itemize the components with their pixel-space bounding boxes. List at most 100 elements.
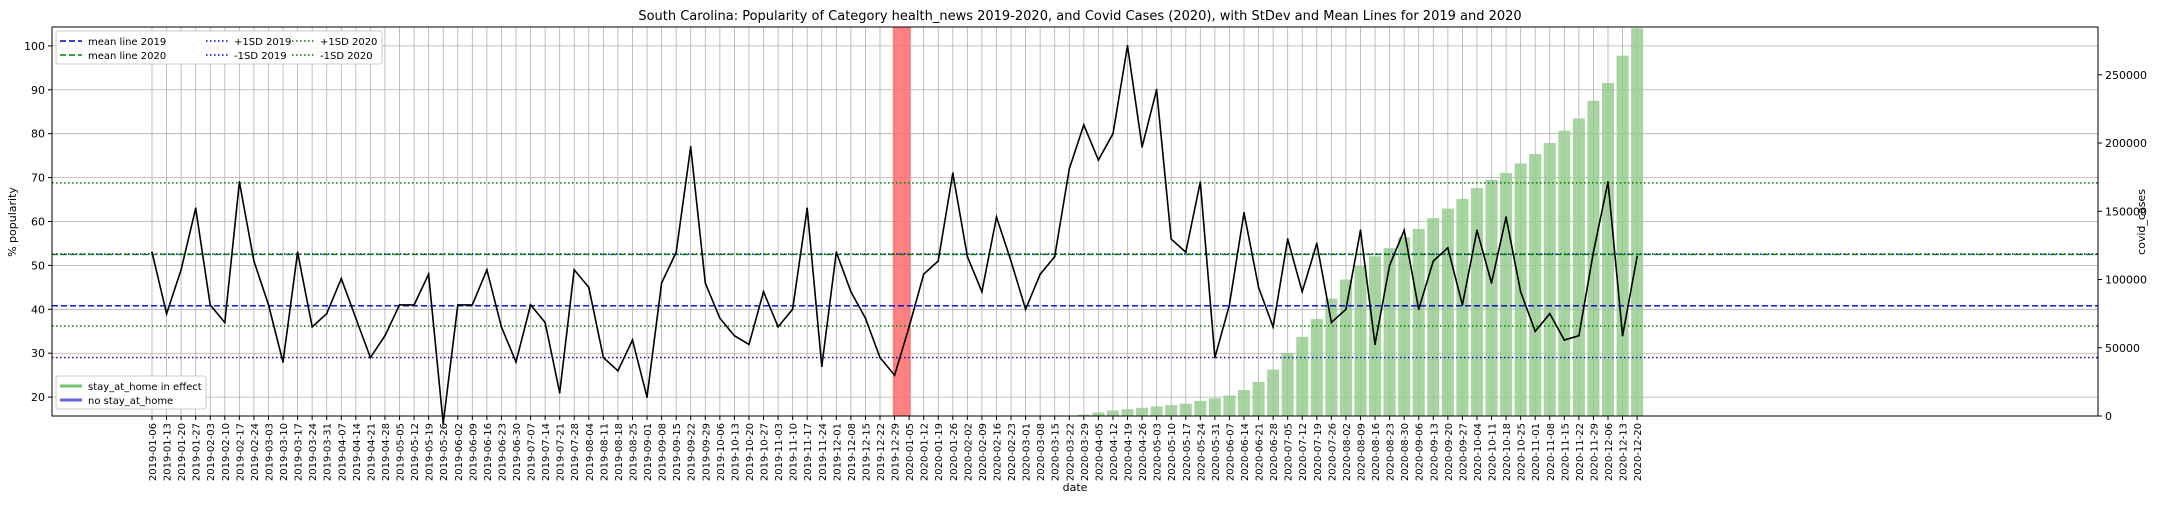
- popularity-point: [1243, 211, 1245, 214]
- popularity-point: [194, 207, 197, 210]
- x-axis-label: date: [1063, 481, 1088, 494]
- popularity-point: [1199, 181, 1202, 183]
- popularity-point: [398, 304, 401, 306]
- popularity-point: [1505, 216, 1507, 219]
- covid-bar: [1092, 412, 1105, 416]
- popularity-point: [471, 304, 474, 306]
- popularity-point: [1548, 312, 1551, 315]
- y2-axis-label: covid_cases: [2135, 189, 2148, 255]
- x-tick-label: 2020-11-01: [1531, 423, 1542, 481]
- popularity-point: [354, 317, 357, 319]
- covid-bar: [1529, 153, 1542, 417]
- popularity-point: [1359, 229, 1362, 232]
- popularity-point: [922, 273, 925, 276]
- popularity-point: [1636, 255, 1639, 258]
- y-axis-label: % popularity: [6, 187, 19, 257]
- x-tick-label: 2019-07-14: [541, 423, 552, 481]
- popularity-point: [209, 304, 212, 306]
- x-tick-label: 2019-05-05: [396, 423, 407, 481]
- x-tick-label: 2020-06-28: [1269, 423, 1280, 481]
- popularity-point: [1257, 286, 1260, 289]
- x-tick-label: 2019-07-28: [570, 423, 581, 481]
- popularity-point: [456, 304, 459, 306]
- y2-tick-label: 250000: [2105, 69, 2147, 82]
- popularity-point: [835, 251, 838, 254]
- x-tick-label: 2020-08-09: [1356, 423, 1367, 481]
- x-tick-label: 2019-11-17: [803, 423, 814, 481]
- x-tick-label: 2020-08-23: [1386, 423, 1397, 481]
- chart-title: South Carolina: Popularity of Category h…: [638, 9, 1521, 24]
- y-tick-label: 60: [31, 216, 45, 229]
- x-tick-label: 2019-03-24: [308, 423, 319, 481]
- x-tick-label: 2020-11-29: [1589, 423, 1600, 481]
- popularity-point: [311, 325, 314, 328]
- x-tick-label: 2019-06-09: [468, 423, 479, 481]
- x-tick-label: 2019-12-08: [847, 423, 858, 481]
- x-tick-label: 2019-11-24: [818, 423, 829, 481]
- x-tick-label: 2020-02-09: [978, 423, 989, 481]
- popularity-point: [1577, 334, 1580, 337]
- x-tick-label: 2019-02-24: [250, 423, 261, 481]
- y-tick-label: 100: [24, 40, 45, 53]
- popularity-point: [238, 181, 241, 183]
- x-tick-label: 2019-09-08: [658, 423, 669, 481]
- x-tick-label: 2019-01-20: [177, 423, 188, 481]
- popularity-point: [282, 361, 284, 363]
- popularity-point: [1345, 308, 1347, 311]
- popularity-point: [1519, 290, 1522, 293]
- legend-top-label: mean line 2019: [88, 37, 166, 48]
- x-tick-label: 2020-03-08: [1036, 423, 1047, 481]
- x-tick-label: 2019-04-07: [337, 423, 348, 481]
- x-tick-label: 2019-09-01: [643, 423, 654, 481]
- x-tick-label: 2020-08-16: [1371, 423, 1382, 481]
- popularity-point: [748, 343, 750, 346]
- legend-bottom-box: [55, 375, 207, 410]
- covid-bar: [1223, 395, 1236, 416]
- popularity-point: [267, 304, 270, 306]
- x-tick-label: 2019-03-31: [323, 423, 334, 481]
- popularity-point: [573, 268, 576, 271]
- x-tick-label: 2019-06-23: [497, 423, 508, 481]
- popularity-point: [1039, 273, 1042, 276]
- x-tick-label: 2020-01-26: [949, 423, 960, 481]
- covid-bar: [1543, 143, 1556, 416]
- x-tick-label: 2019-10-13: [730, 423, 741, 481]
- x-tick-label: 2020-10-25: [1517, 423, 1528, 481]
- x-tick-label: 2020-06-21: [1255, 423, 1266, 481]
- popularity-point: [791, 308, 794, 311]
- legend-bottom-label: no stay_at_home: [88, 396, 173, 407]
- x-tick-label: 2019-06-02: [454, 423, 465, 481]
- covid-bar: [1339, 279, 1352, 416]
- covid-bar: [1281, 353, 1294, 416]
- popularity-point: [617, 369, 619, 372]
- popularity-point: [1461, 304, 1464, 306]
- popularity-point: [253, 260, 255, 262]
- x-tick-label: 2020-10-11: [1488, 423, 1499, 481]
- x-tick-label: 2019-11-03: [774, 423, 785, 481]
- x-tick-label: 2020-04-12: [1109, 423, 1120, 481]
- covid-bar: [1369, 256, 1382, 416]
- popularity-point: [1184, 251, 1187, 254]
- x-tick-label: 2019-09-29: [701, 423, 712, 481]
- x-tick-label: 2020-01-12: [920, 423, 931, 481]
- popularity-point: [1621, 334, 1624, 337]
- x-tick-label: 2019-02-03: [206, 423, 217, 481]
- popularity-point: [1112, 132, 1114, 135]
- covid-bar: [1383, 248, 1396, 416]
- x-tick-label: 2020-06-07: [1225, 423, 1236, 481]
- highlight-band: [892, 27, 911, 416]
- popularity-point: [704, 282, 707, 284]
- covid-bar: [1631, 28, 1644, 417]
- popularity-point: [384, 334, 386, 337]
- x-tick-label: 2019-10-20: [745, 423, 756, 481]
- x-tick-label: 2019-08-25: [628, 423, 639, 481]
- x-tick-label: 2020-12-06: [1604, 423, 1615, 481]
- x-tick-label: 2020-03-15: [1051, 423, 1062, 481]
- popularity-point: [369, 356, 372, 359]
- popularity-point: [893, 374, 896, 377]
- covid-bar: [1616, 55, 1629, 417]
- popularity-point: [660, 282, 663, 284]
- popularity-point: [631, 339, 634, 341]
- popularity-point: [1315, 242, 1318, 245]
